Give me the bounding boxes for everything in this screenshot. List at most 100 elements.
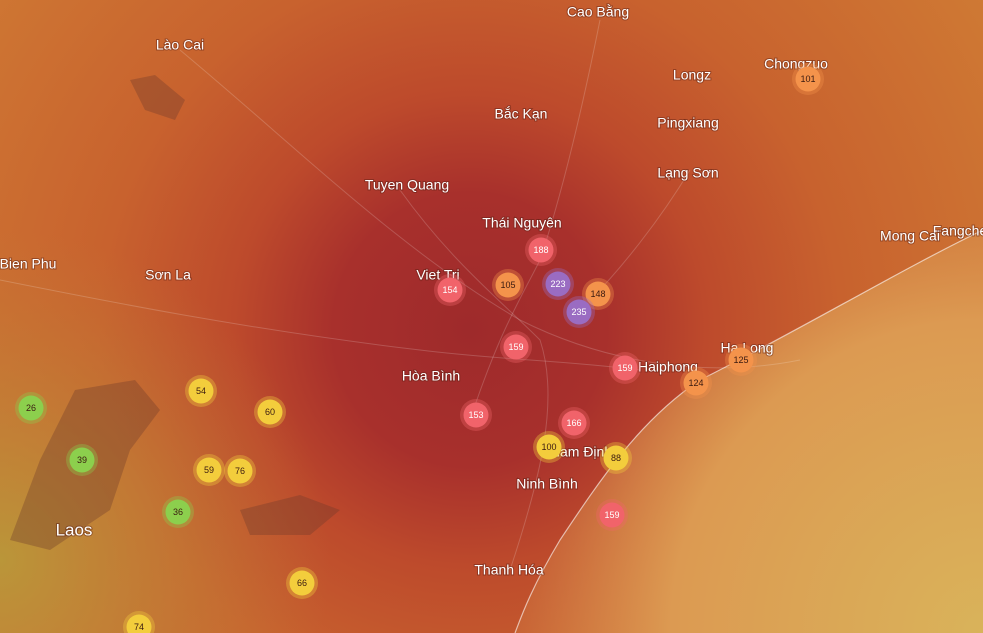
station-marker[interactable]: 54 [185, 375, 217, 407]
station-marker[interactable]: 125 [725, 344, 757, 376]
station-dot[interactable] [165, 499, 191, 525]
station-marker[interactable]: 153 [460, 399, 492, 431]
station-marker[interactable]: 188 [525, 234, 557, 266]
place-label: Bắc Kạn [495, 106, 548, 122]
station-value[interactable]: 154 [442, 285, 457, 295]
station-marker[interactable]: 159 [609, 352, 641, 384]
station-value[interactable]: 105 [500, 280, 515, 290]
station-marker[interactable]: 101 [792, 63, 824, 95]
station-marker[interactable]: 36 [162, 496, 194, 528]
station-dot[interactable] [795, 66, 821, 92]
station-dot[interactable] [536, 434, 562, 460]
station-dot[interactable] [683, 370, 709, 396]
coastline [514, 229, 983, 633]
place-label: Pingxiang [657, 115, 719, 131]
station-value[interactable]: 159 [604, 510, 619, 520]
station-marker[interactable]: 59 [193, 454, 225, 486]
station-marker[interactable]: 26 [15, 392, 47, 424]
place-label: Hòa Bình [402, 368, 460, 384]
station-marker[interactable]: 148 [582, 278, 614, 310]
station-marker[interactable]: 235 [563, 296, 595, 328]
station-dot[interactable] [585, 281, 611, 307]
station-marker[interactable]: 223 [542, 268, 574, 300]
place-label: Bien Phu [0, 256, 56, 272]
stations: 188 105 223 148 235 154 159 159 153 166 100 88 124 12… [15, 63, 824, 633]
place-label: Fangche [933, 223, 983, 239]
station-dot[interactable] [188, 378, 214, 404]
station-value[interactable]: 188 [533, 245, 548, 255]
station-marker[interactable]: 66 [286, 567, 318, 599]
station-value[interactable]: 36 [173, 507, 183, 517]
station-marker[interactable]: 100 [533, 431, 565, 463]
station-value[interactable]: 101 [800, 74, 815, 84]
station-marker[interactable]: 159 [500, 331, 532, 363]
station-dot[interactable] [599, 502, 625, 528]
place-label: Thanh Hóa [474, 562, 543, 578]
station-marker[interactable]: 124 [680, 367, 712, 399]
place-label: Cao Bằng [567, 4, 629, 20]
station-dot[interactable] [612, 355, 638, 381]
station-value[interactable]: 66 [297, 578, 307, 588]
place-label: Nam Định [550, 444, 612, 460]
station-dot[interactable] [495, 272, 521, 298]
station-marker[interactable]: 76 [224, 455, 256, 487]
station-value[interactable]: 166 [566, 418, 581, 428]
place-label: Longz [673, 67, 711, 83]
station-value[interactable]: 60 [265, 407, 275, 417]
station-dot[interactable] [126, 614, 152, 633]
station-value[interactable]: 153 [468, 410, 483, 420]
place-label: Tuyen Quang [365, 177, 449, 193]
station-value[interactable]: 26 [26, 403, 36, 413]
station-value[interactable]: 74 [134, 622, 144, 632]
station-value[interactable]: 125 [733, 355, 748, 365]
station-dot[interactable] [528, 237, 554, 263]
station-marker[interactable]: 60 [254, 396, 286, 428]
station-dot[interactable] [561, 410, 587, 436]
place-label: Laos [56, 520, 93, 539]
place-label: Ninh Bình [516, 476, 577, 492]
place-label: Lào Cai [156, 37, 204, 53]
station-dot[interactable] [728, 347, 754, 373]
station-value[interactable]: 223 [550, 279, 565, 289]
station-dot[interactable] [603, 445, 629, 471]
place-label: Mong Cai [880, 228, 940, 244]
station-value[interactable]: 59 [204, 465, 214, 475]
roads [0, 19, 801, 571]
station-marker[interactable]: 39 [66, 444, 98, 476]
station-value[interactable]: 88 [611, 453, 621, 463]
station-dot[interactable] [463, 402, 489, 428]
station-value[interactable]: 100 [541, 442, 556, 452]
station-dot[interactable] [437, 277, 463, 303]
station-value[interactable]: 54 [196, 386, 206, 396]
station-value[interactable]: 159 [508, 342, 523, 352]
place-label: Haiphong [638, 359, 698, 375]
station-dot[interactable] [289, 570, 315, 596]
station-value[interactable]: 235 [571, 307, 586, 317]
station-marker[interactable]: 166 [558, 407, 590, 439]
station-dot[interactable] [503, 334, 529, 360]
station-dot[interactable] [18, 395, 44, 421]
station-value[interactable]: 39 [77, 455, 87, 465]
place-label: Lạng Sơn [657, 165, 718, 181]
station-value[interactable]: 148 [590, 289, 605, 299]
station-value[interactable]: 76 [235, 466, 245, 476]
station-marker[interactable]: 74 [123, 611, 155, 633]
station-marker[interactable]: 159 [596, 499, 628, 531]
sea [515, 230, 983, 633]
station-value[interactable]: 124 [688, 378, 703, 388]
station-dot[interactable] [196, 457, 222, 483]
station-dot[interactable] [227, 458, 253, 484]
place-label: Sơn La [145, 267, 191, 283]
station-dot[interactable] [545, 271, 571, 297]
station-dot[interactable] [257, 399, 283, 425]
place-label: Thái Nguyên [482, 215, 561, 231]
station-value[interactable]: 159 [617, 363, 632, 373]
station-dot[interactable] [69, 447, 95, 473]
station-dot[interactable] [566, 299, 592, 325]
station-marker[interactable]: 105 [492, 269, 524, 301]
station-marker[interactable]: 88 [600, 442, 632, 474]
station-marker[interactable]: 154 [434, 274, 466, 306]
